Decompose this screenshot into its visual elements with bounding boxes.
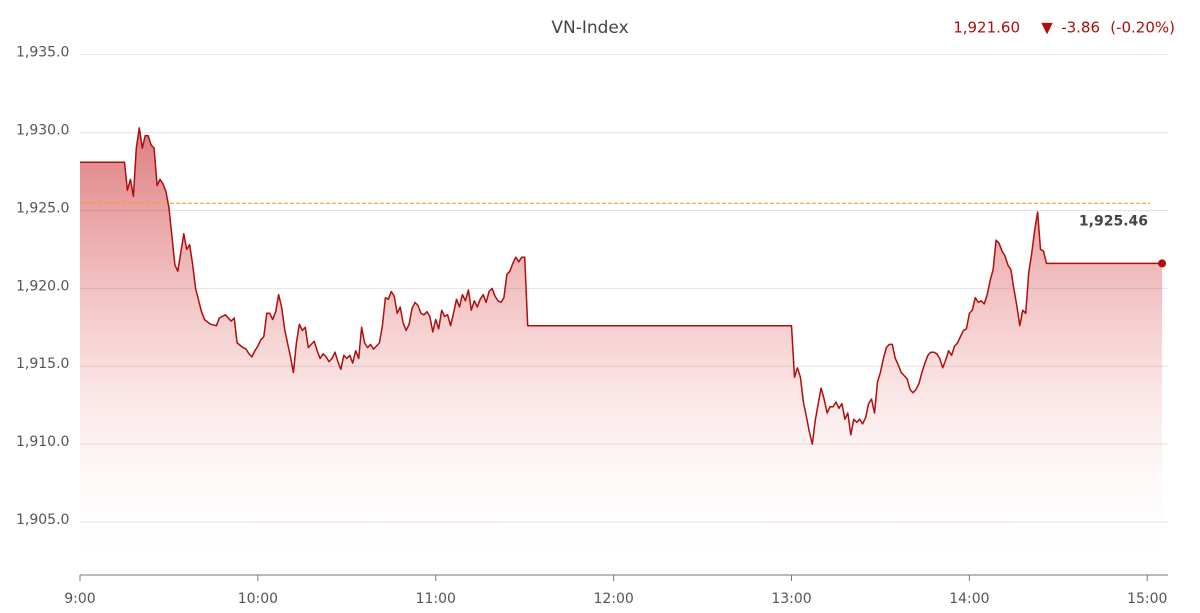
x-tick-label: 15:00 bbox=[1127, 591, 1167, 607]
y-tick-label: 1,910.0 bbox=[16, 434, 69, 450]
y-tick-label: 1,915.0 bbox=[16, 356, 69, 372]
last-value: 1,921.60 bbox=[953, 19, 1020, 37]
reference-label: 1,925.46 bbox=[1079, 213, 1148, 229]
y-tick-label: 1,930.0 bbox=[16, 123, 69, 139]
y-tick-label: 1,905.0 bbox=[16, 512, 69, 528]
x-tick-label: 11:00 bbox=[416, 591, 456, 607]
y-tick-label: 1,920.0 bbox=[16, 278, 69, 294]
last-point bbox=[1158, 259, 1167, 268]
change: -3.86 bbox=[1061, 19, 1100, 37]
area bbox=[80, 127, 1163, 576]
x-tick-label: 14:00 bbox=[949, 591, 989, 607]
x-tick-label: 9:00 bbox=[64, 591, 95, 607]
change-arrow: ▼ bbox=[1041, 19, 1053, 37]
x-tick-label: 10:00 bbox=[238, 591, 278, 607]
x-tick-label: 13:00 bbox=[771, 591, 811, 607]
y-tick-label: 1,935.0 bbox=[16, 45, 69, 61]
y-tick-label: 1,925.0 bbox=[16, 200, 69, 216]
x-tick-label: 12:00 bbox=[593, 591, 633, 607]
chart-title: VN-Index bbox=[551, 18, 628, 38]
line bbox=[80, 127, 1163, 445]
change-percent: (-0.20%) bbox=[1110, 19, 1175, 37]
